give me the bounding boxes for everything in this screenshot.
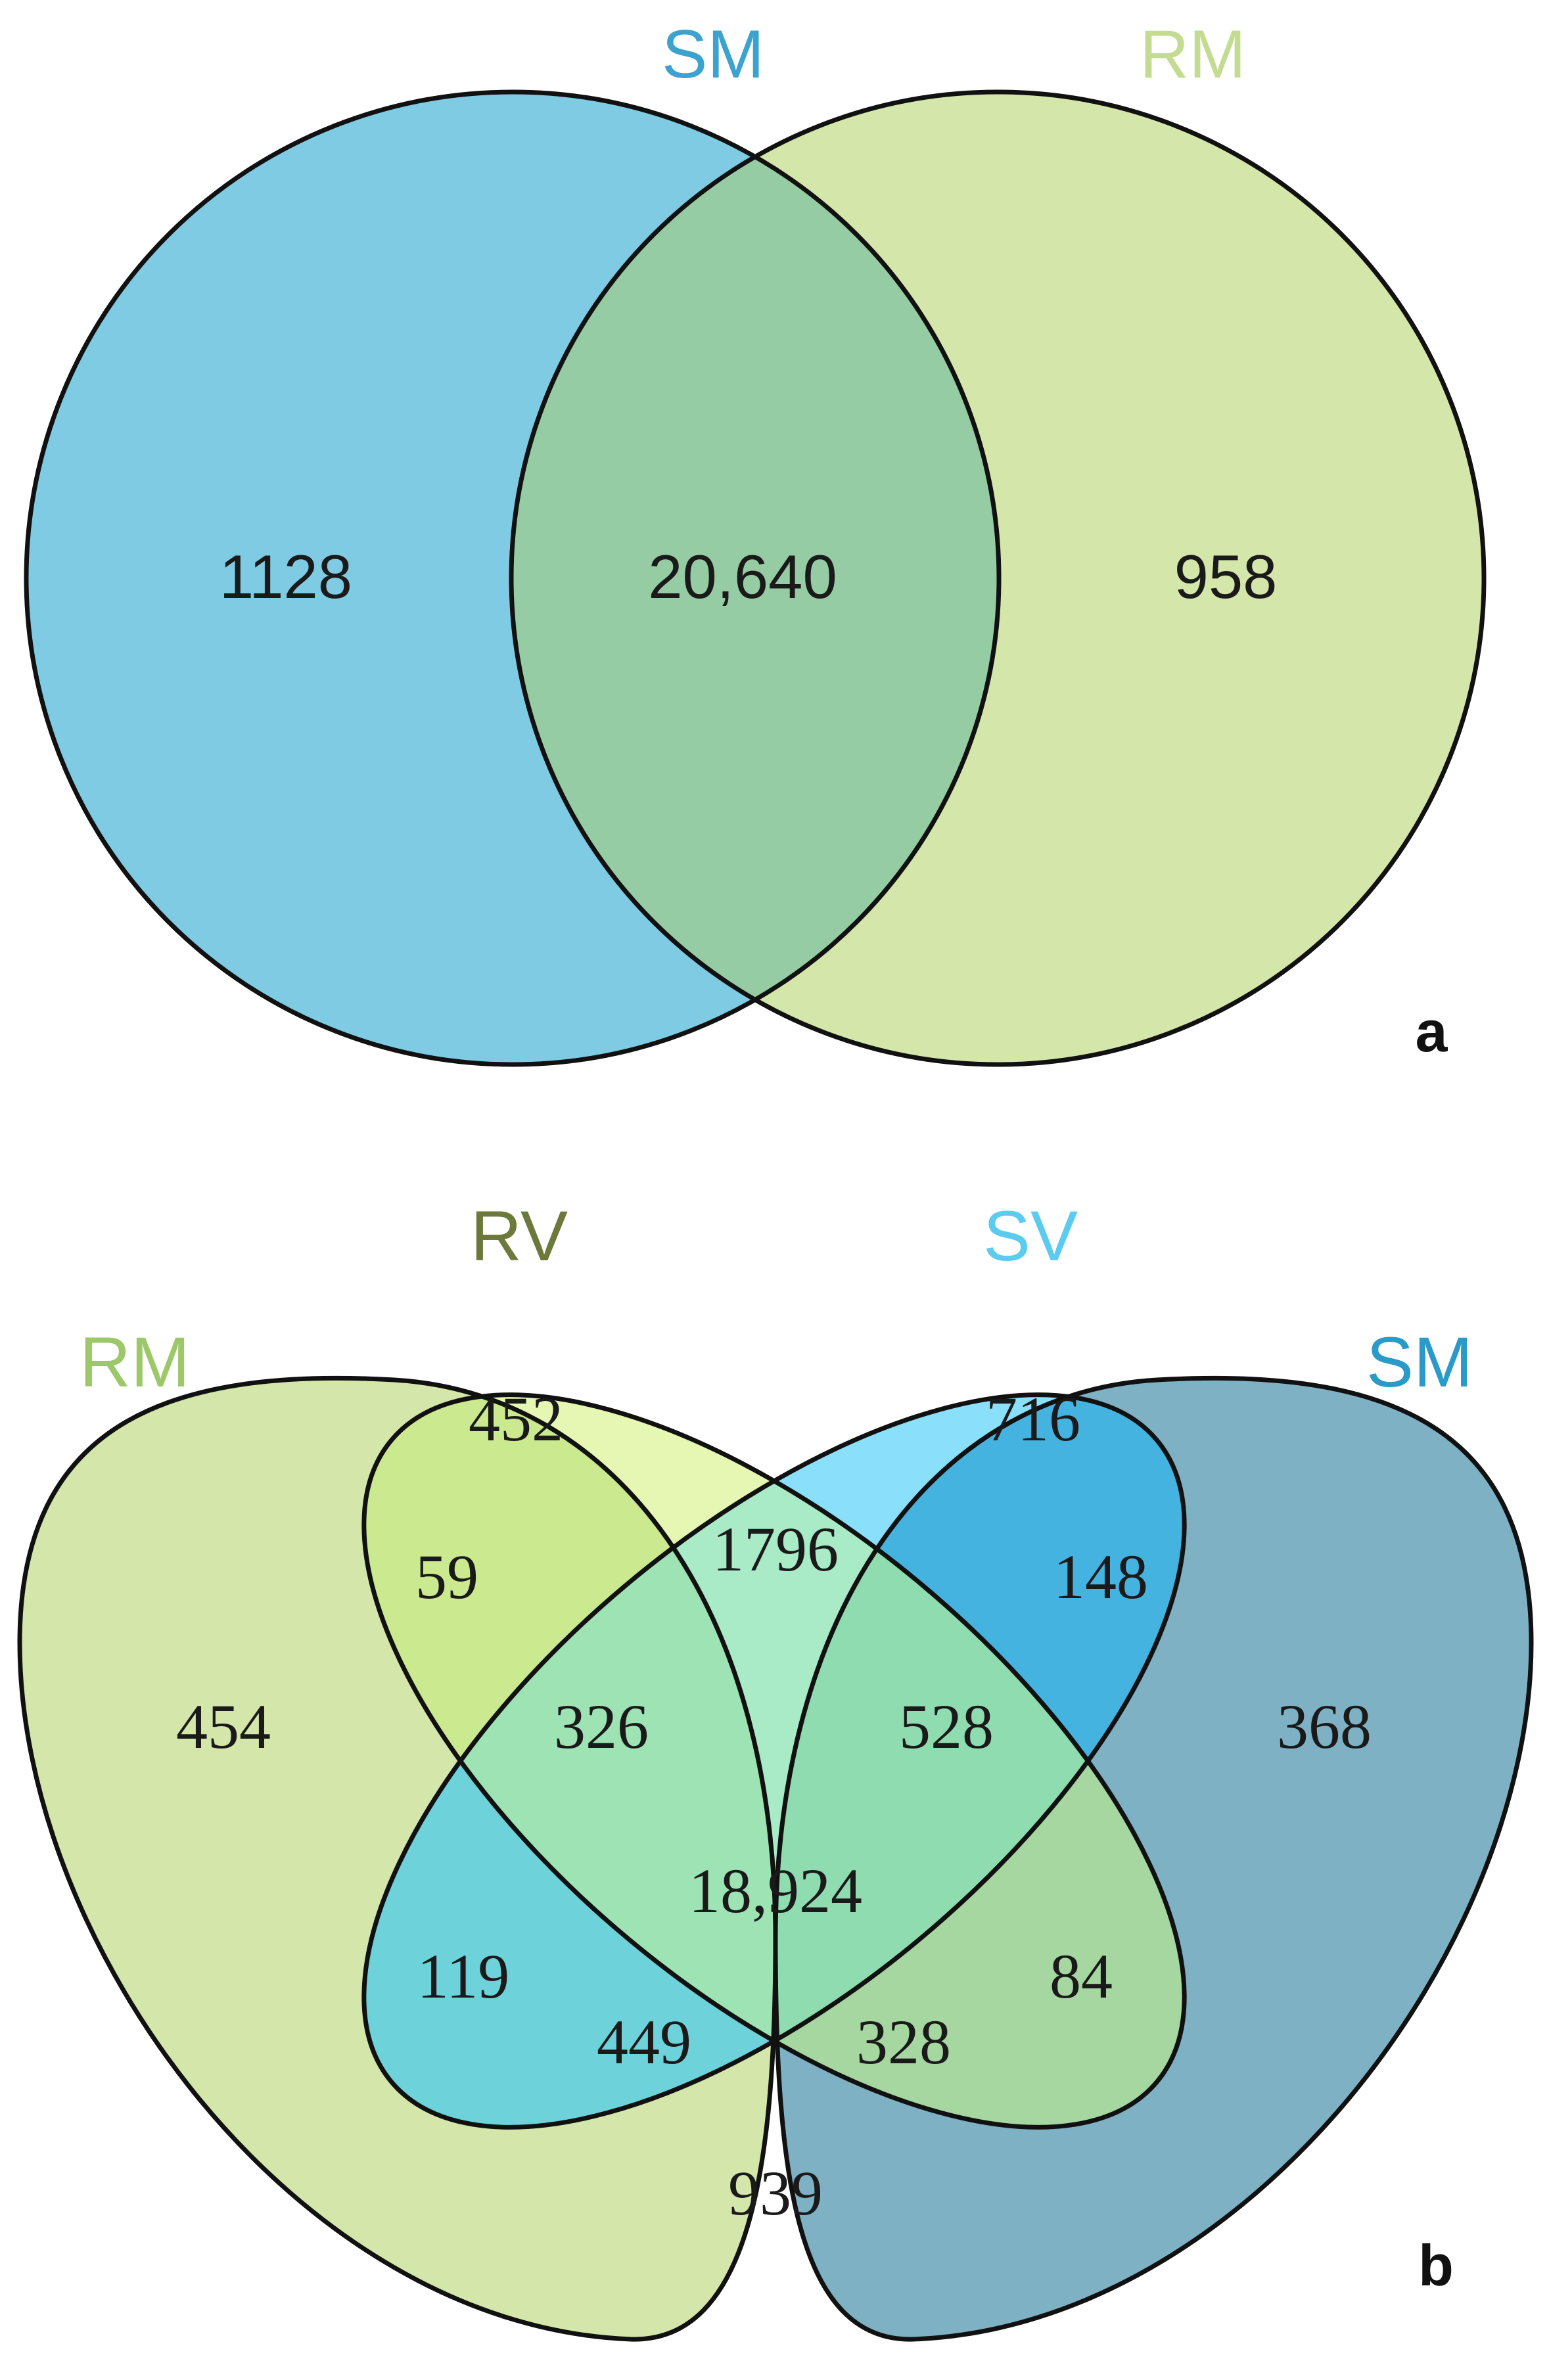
venn-b-count-rm-rv-sm: 328 [856, 2007, 951, 2077]
venn-a-count-sm-rm: 20,640 [648, 542, 837, 611]
venn-b-region-rv-sm [775, 1394, 1185, 2128]
venn-b-outline-sv [361, 1392, 1187, 2130]
venn-b-count-rm-only: 454 [176, 1691, 271, 1762]
venn-a-count-sm-only: 1128 [220, 542, 352, 611]
venn-a-label-rm: RM [1140, 16, 1246, 93]
venn-b-count-rm-rv-sv: 326 [554, 1691, 649, 1762]
panel-a-letter: a [1416, 999, 1448, 1064]
venn-b-count-all: 18,924 [689, 1856, 862, 1926]
venn-b-outline-rm [17, 1375, 778, 2342]
venn-b-outline-rv [361, 1392, 1187, 2130]
venn-b-label-rv: RV [471, 1196, 568, 1275]
venn-b-count-rv-sv-sm: 528 [899, 1691, 994, 1762]
venn-b-count-sv-sm: 148 [1053, 1542, 1148, 1612]
venn-b-count-rm-rv: 59 [415, 1542, 478, 1612]
venn-a-outline-rm [509, 89, 1487, 1067]
venn-a-count-rm-only: 958 [1174, 542, 1278, 611]
venn-b-label-rm: RM [80, 1322, 190, 1402]
venn-b-region-sv-sm [775, 1394, 1185, 2128]
venn-b-outline-sm [773, 1375, 1534, 2342]
venn-b-label-sm: SM [1366, 1322, 1473, 1402]
panel-b-letter: b [1418, 2233, 1454, 2298]
venn-b-count-rm-sm: 939 [728, 2158, 823, 2228]
venn-b-label-sv: SV [983, 1196, 1078, 1275]
venn-b-count-sv-only: 716 [986, 1384, 1080, 1454]
venn-b-count-rv-only: 452 [469, 1384, 563, 1454]
venn-b-count-rm-sv: 119 [417, 1941, 509, 2011]
venn-b-count-rm-sv-sm: 449 [597, 2007, 691, 2077]
venn-a-label-sm: SM [662, 16, 764, 93]
venn-b-count-sm-only: 368 [1277, 1691, 1372, 1762]
venn-b-count-rv-sv: 1796 [712, 1514, 839, 1584]
panel-b: RM RV SV SM 454 452 716 368 59 1796 148 … [17, 1196, 1534, 2342]
venn-a-outline-sm [24, 89, 1002, 1067]
panel-a: SM RM 1128 20,640 958 a [24, 16, 1487, 1067]
venn-b-count-rv-sm: 84 [1050, 1941, 1113, 2011]
